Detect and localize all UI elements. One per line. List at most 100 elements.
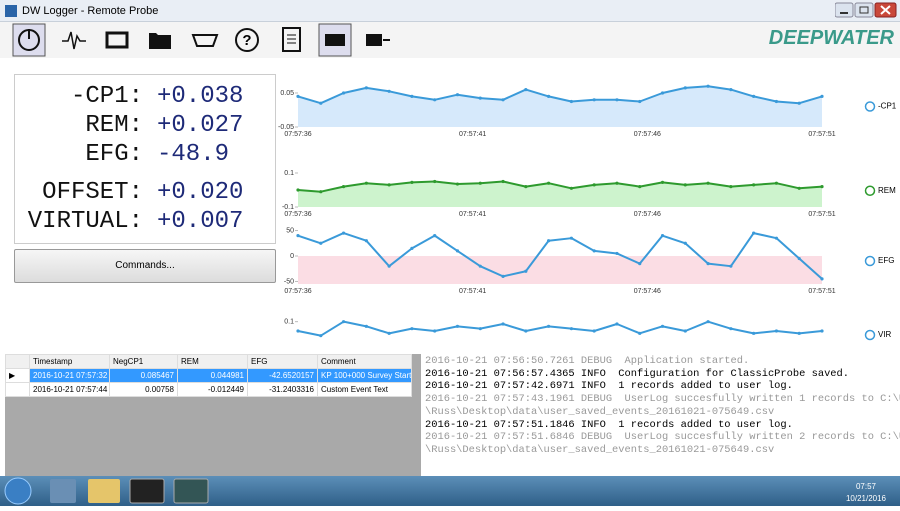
- point: [683, 329, 687, 333]
- log-button[interactable]: [318, 23, 352, 57]
- column-header: EFG: [247, 354, 318, 369]
- export-button[interactable]: [366, 34, 390, 46]
- point: [410, 327, 414, 331]
- task-icon[interactable]: [88, 479, 120, 503]
- point: [774, 99, 779, 104]
- point: [774, 181, 779, 185]
- legend-marker: [864, 101, 876, 112]
- point: [455, 93, 460, 97]
- point: [501, 322, 505, 326]
- help-button[interactable]: ?: [235, 28, 259, 52]
- column-header: NegCP1: [109, 354, 178, 369]
- point: [478, 181, 482, 185]
- point: [387, 331, 391, 335]
- power-button[interactable]: [12, 23, 46, 57]
- readout-label: VIRTUAL:: [27, 208, 143, 235]
- point: [547, 94, 551, 98]
- log-line: 2016-10-21 07:56:57.4365 INFO Configurat…: [425, 367, 850, 380]
- y-tick-label: 0: [290, 253, 294, 260]
- event-table: Timestamp NegCP1 REM EFG Comment ▶ 2016-10-21 …: [5, 354, 421, 476]
- point: [296, 94, 300, 98]
- open-button[interactable]: [149, 33, 171, 49]
- point: [319, 101, 323, 105]
- point: [319, 190, 323, 194]
- log-line: 2016-10-21 07:57:43.1961 DEBUG UserLog s…: [425, 393, 900, 406]
- point: [706, 262, 710, 266]
- point: [410, 246, 414, 250]
- point: [752, 183, 756, 187]
- point: [638, 185, 642, 189]
- point: [478, 327, 482, 331]
- point: [410, 180, 414, 184]
- table-row: ▶ 2016-10-21 07:57:32 0.085467 0.044981 -42.…: [5, 368, 412, 383]
- area: [298, 86, 822, 127]
- point: [364, 181, 368, 185]
- point: [478, 264, 482, 268]
- signal-button[interactable]: [62, 31, 86, 50]
- y-tick-label: 0.1: [284, 170, 294, 177]
- y-tick-label: -0.05: [278, 124, 294, 131]
- point: [706, 320, 710, 324]
- x-tick-label: 07:57:36: [284, 211, 311, 218]
- point: [660, 324, 665, 328]
- task-icon[interactable]: [173, 478, 209, 504]
- task-icon[interactable]: [50, 479, 76, 503]
- logo: DEEPWATER: [769, 27, 895, 49]
- row-selector: [5, 354, 30, 369]
- commands-button[interactable]: Commands...: [14, 249, 276, 283]
- point: [433, 179, 437, 184]
- point: [797, 101, 801, 105]
- point: [501, 98, 505, 102]
- point: [820, 185, 824, 189]
- table-cell: Custom Event Text: [317, 382, 412, 397]
- legend-label: VIR: [878, 330, 892, 339]
- window-controls[interactable]: [835, 2, 897, 19]
- line: [297, 180, 823, 193]
- point: [638, 99, 642, 104]
- readout-value: -48.9: [157, 141, 230, 168]
- point: [752, 331, 756, 335]
- refresh-button[interactable]: [105, 31, 129, 49]
- task-icon[interactable]: [129, 478, 165, 504]
- point: [660, 234, 665, 238]
- x-tick-label: 07:57:46: [634, 131, 661, 138]
- table-cell: 0.00758: [109, 382, 178, 397]
- point: [410, 94, 414, 98]
- toolbar: ? DEEPWATER: [0, 22, 900, 58]
- readout-label: OFFSET:: [42, 179, 143, 206]
- point: [638, 331, 642, 335]
- point: [729, 88, 733, 92]
- title-bar: DW Logger - Remote Probe: [0, 0, 900, 22]
- point: [296, 329, 300, 333]
- readout-label: EFG:: [85, 141, 143, 168]
- point: [569, 236, 573, 240]
- point: [433, 234, 437, 238]
- point: [524, 185, 528, 189]
- line: [297, 320, 823, 337]
- table-cell: -42.6520157: [247, 368, 318, 383]
- y-tick-label: 0.05: [280, 90, 294, 97]
- start-button[interactable]: [4, 477, 32, 505]
- point: [706, 84, 710, 88]
- column-header: Timestamp: [29, 354, 110, 369]
- port-button[interactable]: [191, 34, 219, 47]
- point: [433, 329, 437, 333]
- x-tick-label: 07:57:36: [284, 288, 311, 295]
- point: [797, 331, 801, 335]
- table-cell: 2016-10-21 07:57:44: [29, 382, 110, 397]
- taskbar: 07:57 10/21/2016: [0, 476, 900, 506]
- point: [820, 329, 824, 333]
- point: [387, 183, 391, 187]
- x-tick-label: 07:57:41: [459, 288, 486, 295]
- point: [501, 274, 505, 278]
- readout-label: REM:: [85, 112, 143, 139]
- point: [820, 277, 824, 281]
- point: [433, 98, 437, 102]
- point: [729, 264, 733, 268]
- notes-button[interactable]: [282, 27, 301, 52]
- log-line: \Russ\Desktop\data\user_saved_events_201…: [425, 443, 775, 456]
- legend-label: EFG: [878, 256, 894, 265]
- log-view: 2016-10-21 07:56:50.7261 DEBUG Applicati…: [422, 354, 900, 476]
- point: [569, 186, 573, 190]
